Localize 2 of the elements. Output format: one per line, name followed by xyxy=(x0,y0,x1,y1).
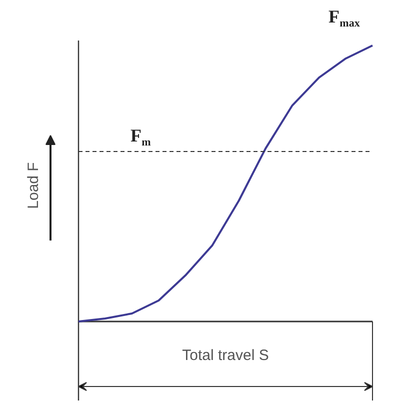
y-axis-title: Load F xyxy=(25,162,42,209)
x-axis-title: Total travel S xyxy=(182,347,269,364)
